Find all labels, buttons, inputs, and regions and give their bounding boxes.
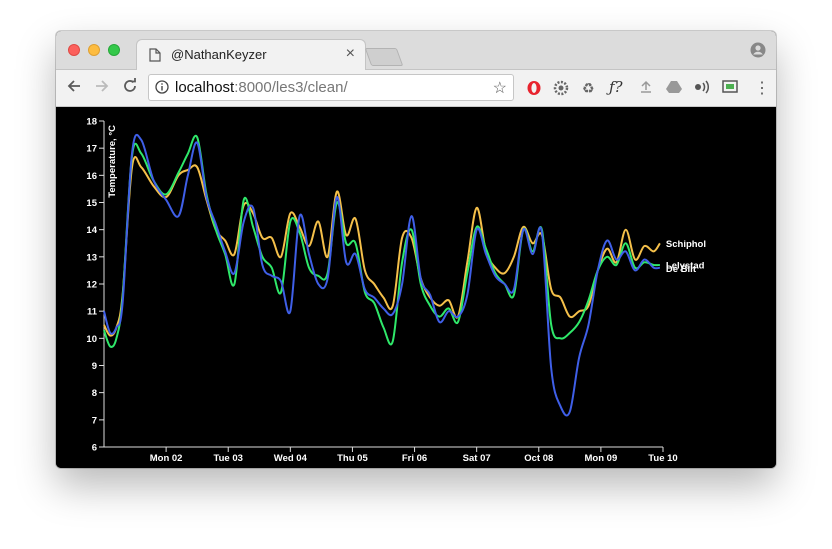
forward-arrow-icon[interactable] xyxy=(94,78,110,97)
x-tick-label: Thu 05 xyxy=(337,453,368,464)
more-vert-icon[interactable]: ⋮ xyxy=(754,80,770,97)
font-f-icon[interactable]: ƒ? xyxy=(609,78,623,96)
zoom-window-button[interactable] xyxy=(108,44,120,56)
y-tick-label: 8 xyxy=(92,388,97,399)
y-axis-label: Temperature, °C xyxy=(107,125,118,198)
address-bar[interactable]: localhost:8000/les3/clean/ ☆ xyxy=(148,74,514,101)
star-icon[interactable]: ☆ xyxy=(492,80,507,97)
x-tick-label: Sat 07 xyxy=(463,453,491,464)
y-tick-label: 18 xyxy=(86,117,97,128)
x-tick-label: Tue 03 xyxy=(214,453,243,464)
tab-title: @NathanKeyzer xyxy=(171,47,267,62)
y-tick-label: 10 xyxy=(86,334,97,345)
x-tick-label: Mon 02 xyxy=(150,453,183,464)
series-label-de-bilt: De Bilt xyxy=(666,264,697,275)
y-tick-label: 15 xyxy=(86,198,97,209)
series-line-schiphol xyxy=(103,155,661,337)
title-bar: @NathanKeyzer × xyxy=(56,31,776,70)
user-profile-icon[interactable] xyxy=(750,42,766,63)
audio-icon[interactable] xyxy=(694,80,710,97)
settings-cog-icon[interactable] xyxy=(553,80,569,99)
tab-active[interactable]: @NathanKeyzer × xyxy=(136,39,366,70)
series-label-schiphol: Schiphol xyxy=(666,239,706,250)
y-tick-label: 13 xyxy=(86,252,97,263)
page-icon xyxy=(149,48,161,67)
recycle-icon[interactable]: ♻ xyxy=(582,80,595,96)
series-line-de-bilt xyxy=(103,133,661,417)
y-tick-label: 11 xyxy=(87,307,98,318)
url-host: localhost xyxy=(175,79,235,96)
upload-icon[interactable] xyxy=(639,80,653,97)
url-text: localhost:8000/les3/clean/ xyxy=(175,79,348,96)
page-content: 6 7 8 9 10 11 12 13 14 15 16 17 18 Mon 02 Tue 03 Wed 04… xyxy=(56,107,776,468)
y-tick-label: 6 xyxy=(92,443,97,454)
x-tick-label: Oct 08 xyxy=(524,453,553,464)
close-window-button[interactable] xyxy=(68,44,80,56)
y-tick-label: 14 xyxy=(86,225,97,236)
drive-icon[interactable] xyxy=(666,80,682,97)
info-icon[interactable] xyxy=(155,80,169,99)
x-tick-label: Tue 10 xyxy=(648,453,677,464)
minimize-window-button[interactable] xyxy=(88,44,100,56)
opera-icon[interactable] xyxy=(526,80,542,99)
x-tick-label: Fri 06 xyxy=(402,453,427,464)
back-arrow-icon[interactable] xyxy=(66,78,82,97)
browser-window: @NathanKeyzer × localhost:8000/les3/clea… xyxy=(56,31,776,468)
y-tick-label: 7 xyxy=(92,415,97,426)
series-line-lelystad xyxy=(103,134,660,348)
y-tick-label: 16 xyxy=(86,171,97,182)
close-icon[interactable]: × xyxy=(345,45,355,62)
new-tab-button[interactable] xyxy=(364,48,404,66)
url-path: :8000/les3/clean/ xyxy=(234,79,348,96)
y-tick-label: 9 xyxy=(92,361,97,372)
y-tick-label: 17 xyxy=(86,144,97,155)
cast-icon[interactable] xyxy=(722,80,738,97)
x-tick-label: Mon 09 xyxy=(585,453,618,464)
browser-toolbar: localhost:8000/les3/clean/ ☆ ♻ ƒ? ⋮ xyxy=(56,70,776,107)
reload-icon[interactable] xyxy=(122,78,138,97)
series-label-lelystad: Lelystad xyxy=(666,260,705,271)
x-tick-label: Wed 04 xyxy=(274,453,308,464)
temperature-chart: 6 7 8 9 10 11 12 13 14 15 16 17 18 Mon 02 Tue 03 Wed 04… xyxy=(86,117,706,465)
y-tick-label: 12 xyxy=(86,280,97,291)
